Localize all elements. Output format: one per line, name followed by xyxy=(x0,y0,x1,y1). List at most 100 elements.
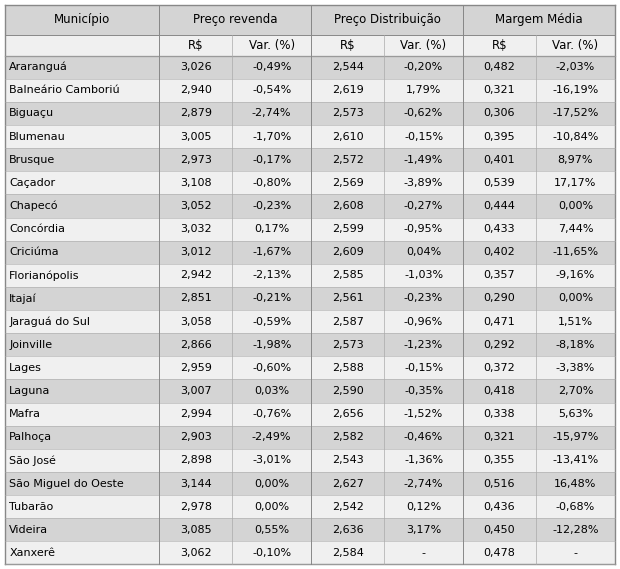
Text: 3,058: 3,058 xyxy=(180,316,211,327)
Bar xyxy=(232,518,311,541)
Bar xyxy=(536,402,615,426)
Bar xyxy=(311,333,384,356)
Bar xyxy=(463,264,536,287)
Bar xyxy=(463,125,536,148)
Bar xyxy=(5,264,159,287)
Bar xyxy=(159,56,232,79)
Bar xyxy=(159,102,232,125)
Bar xyxy=(5,56,159,79)
Text: Caçador: Caçador xyxy=(9,178,55,188)
Bar xyxy=(463,171,536,195)
Text: 0,17%: 0,17% xyxy=(254,224,290,234)
Bar xyxy=(311,380,384,402)
Text: 0,471: 0,471 xyxy=(484,316,515,327)
Bar xyxy=(232,56,311,79)
Text: 2,584: 2,584 xyxy=(332,548,363,558)
Bar xyxy=(536,495,615,518)
Bar xyxy=(5,449,159,472)
Text: -2,74%: -2,74% xyxy=(252,109,291,118)
Text: Balneário Camboriú: Balneário Camboriú xyxy=(9,85,120,96)
Bar xyxy=(5,5,159,35)
Bar xyxy=(159,449,232,472)
Bar xyxy=(536,125,615,148)
Bar xyxy=(311,56,384,79)
Text: -2,13%: -2,13% xyxy=(252,270,291,281)
Text: R$: R$ xyxy=(340,39,355,52)
Bar xyxy=(5,495,159,518)
Bar xyxy=(536,217,615,241)
Text: 2,610: 2,610 xyxy=(332,131,363,142)
Bar xyxy=(463,5,615,35)
Text: -0,68%: -0,68% xyxy=(556,502,595,512)
Text: -8,18%: -8,18% xyxy=(556,340,595,350)
Text: 0,372: 0,372 xyxy=(484,363,515,373)
Text: 7,44%: 7,44% xyxy=(557,224,593,234)
Text: -0,60%: -0,60% xyxy=(252,363,291,373)
Bar xyxy=(463,241,536,264)
Bar xyxy=(384,449,463,472)
Bar xyxy=(232,35,311,56)
Text: 2,573: 2,573 xyxy=(332,109,363,118)
Bar xyxy=(384,102,463,125)
Text: 0,436: 0,436 xyxy=(484,502,515,512)
Bar xyxy=(311,171,384,195)
Bar xyxy=(5,333,159,356)
Text: Chapecó: Chapecó xyxy=(9,201,58,211)
Text: 2,636: 2,636 xyxy=(332,525,363,535)
Bar xyxy=(311,5,463,35)
Text: Xanxerê: Xanxerê xyxy=(9,548,55,558)
Bar xyxy=(536,35,615,56)
Bar xyxy=(232,449,311,472)
Text: 2,542: 2,542 xyxy=(332,502,363,512)
Text: 16,48%: 16,48% xyxy=(554,479,596,489)
Bar xyxy=(232,171,311,195)
Bar xyxy=(536,171,615,195)
Bar xyxy=(232,217,311,241)
Text: 2,973: 2,973 xyxy=(180,155,211,164)
Text: Blumenau: Blumenau xyxy=(9,131,66,142)
Bar xyxy=(159,79,232,102)
Bar xyxy=(159,380,232,402)
Bar xyxy=(463,310,536,333)
Bar xyxy=(311,310,384,333)
Text: Palhoça: Palhoça xyxy=(9,432,53,442)
Bar xyxy=(463,35,536,56)
Text: 0,12%: 0,12% xyxy=(406,502,441,512)
Text: -0,23%: -0,23% xyxy=(404,294,443,303)
Text: 2,585: 2,585 xyxy=(332,270,363,281)
Bar xyxy=(311,148,384,171)
Text: Araranguá: Araranguá xyxy=(9,62,68,72)
Bar xyxy=(536,264,615,287)
Bar xyxy=(311,35,384,56)
Bar xyxy=(159,241,232,264)
Bar xyxy=(5,35,615,56)
Text: Laguna: Laguna xyxy=(9,386,51,396)
Text: 0,55%: 0,55% xyxy=(254,525,290,535)
Text: Preço Distribuição: Preço Distribuição xyxy=(334,13,441,26)
Bar xyxy=(159,518,232,541)
Text: -3,38%: -3,38% xyxy=(556,363,595,373)
Bar xyxy=(384,333,463,356)
Text: 0,539: 0,539 xyxy=(484,178,515,188)
Bar xyxy=(384,217,463,241)
Text: -0,10%: -0,10% xyxy=(252,548,291,558)
Bar xyxy=(5,310,159,333)
Bar xyxy=(5,402,159,426)
Text: -1,98%: -1,98% xyxy=(252,340,291,350)
Bar xyxy=(384,356,463,380)
Text: 2,561: 2,561 xyxy=(332,294,363,303)
Bar xyxy=(463,426,536,449)
Bar xyxy=(159,264,232,287)
Text: 2,866: 2,866 xyxy=(180,340,211,350)
Bar xyxy=(5,356,159,380)
Bar xyxy=(311,449,384,472)
Text: Videira: Videira xyxy=(9,525,48,535)
Bar xyxy=(463,148,536,171)
Text: 2,619: 2,619 xyxy=(332,85,363,96)
Text: 2,599: 2,599 xyxy=(332,224,363,234)
Bar xyxy=(311,102,384,125)
Bar xyxy=(232,264,311,287)
Text: -1,36%: -1,36% xyxy=(404,455,443,465)
Text: 1,79%: 1,79% xyxy=(406,85,441,96)
Bar xyxy=(536,356,615,380)
